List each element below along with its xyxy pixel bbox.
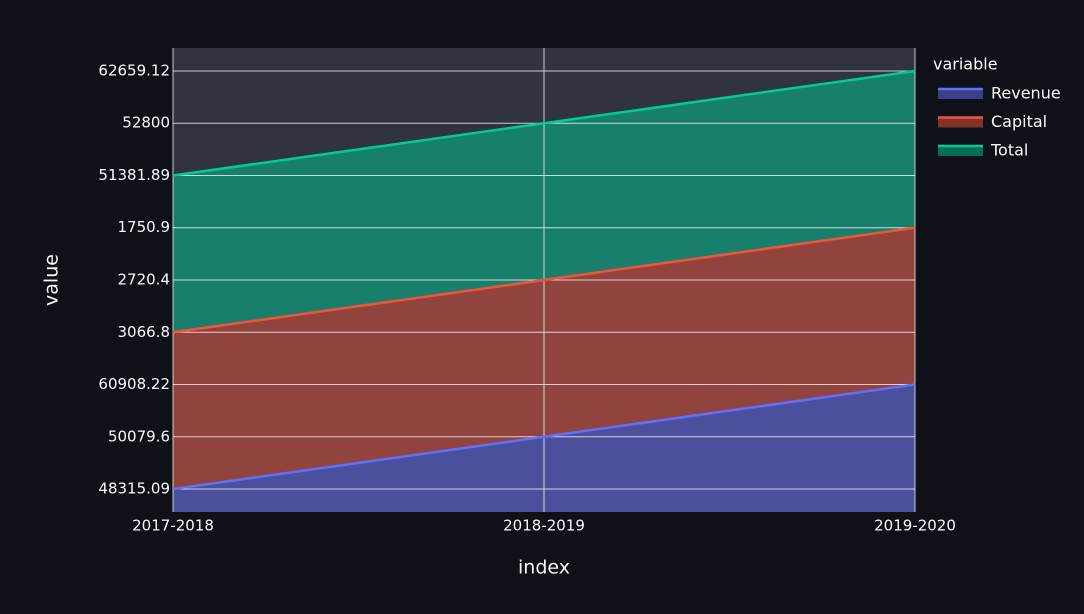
y-tick-label: 3066.8	[118, 323, 171, 341]
y-tick-label: 52800	[122, 114, 170, 132]
legend-label: Total	[990, 141, 1028, 160]
y-tick-label: 2720.4	[118, 271, 171, 289]
legend-swatch	[938, 117, 983, 128]
legend-label: Capital	[991, 112, 1047, 131]
legend-label: Revenue	[991, 84, 1061, 103]
y-tick-label: 60908.22	[98, 375, 170, 393]
y-tick-label: 62659.12	[98, 61, 170, 79]
y-tick-label: 1750.9	[118, 218, 171, 236]
x-tick-label: 2019-2020	[874, 517, 956, 535]
area-line	[172, 69, 916, 177]
area-line	[172, 383, 916, 491]
y-tick-label: 51381.89	[98, 166, 170, 184]
y-tick-label: 48315.09	[98, 480, 170, 498]
legend-title: variable	[933, 55, 998, 74]
y-tick-label: 50079.6	[108, 427, 170, 445]
area-line	[172, 226, 916, 334]
y-axis-title: value	[41, 254, 63, 306]
x-tick-label: 2018-2019	[503, 517, 585, 535]
x-axis-title: index	[518, 557, 570, 579]
x-tick-label: 2017-2018	[132, 517, 214, 535]
legend-swatch	[938, 146, 983, 156]
legend-swatch	[938, 89, 983, 99]
